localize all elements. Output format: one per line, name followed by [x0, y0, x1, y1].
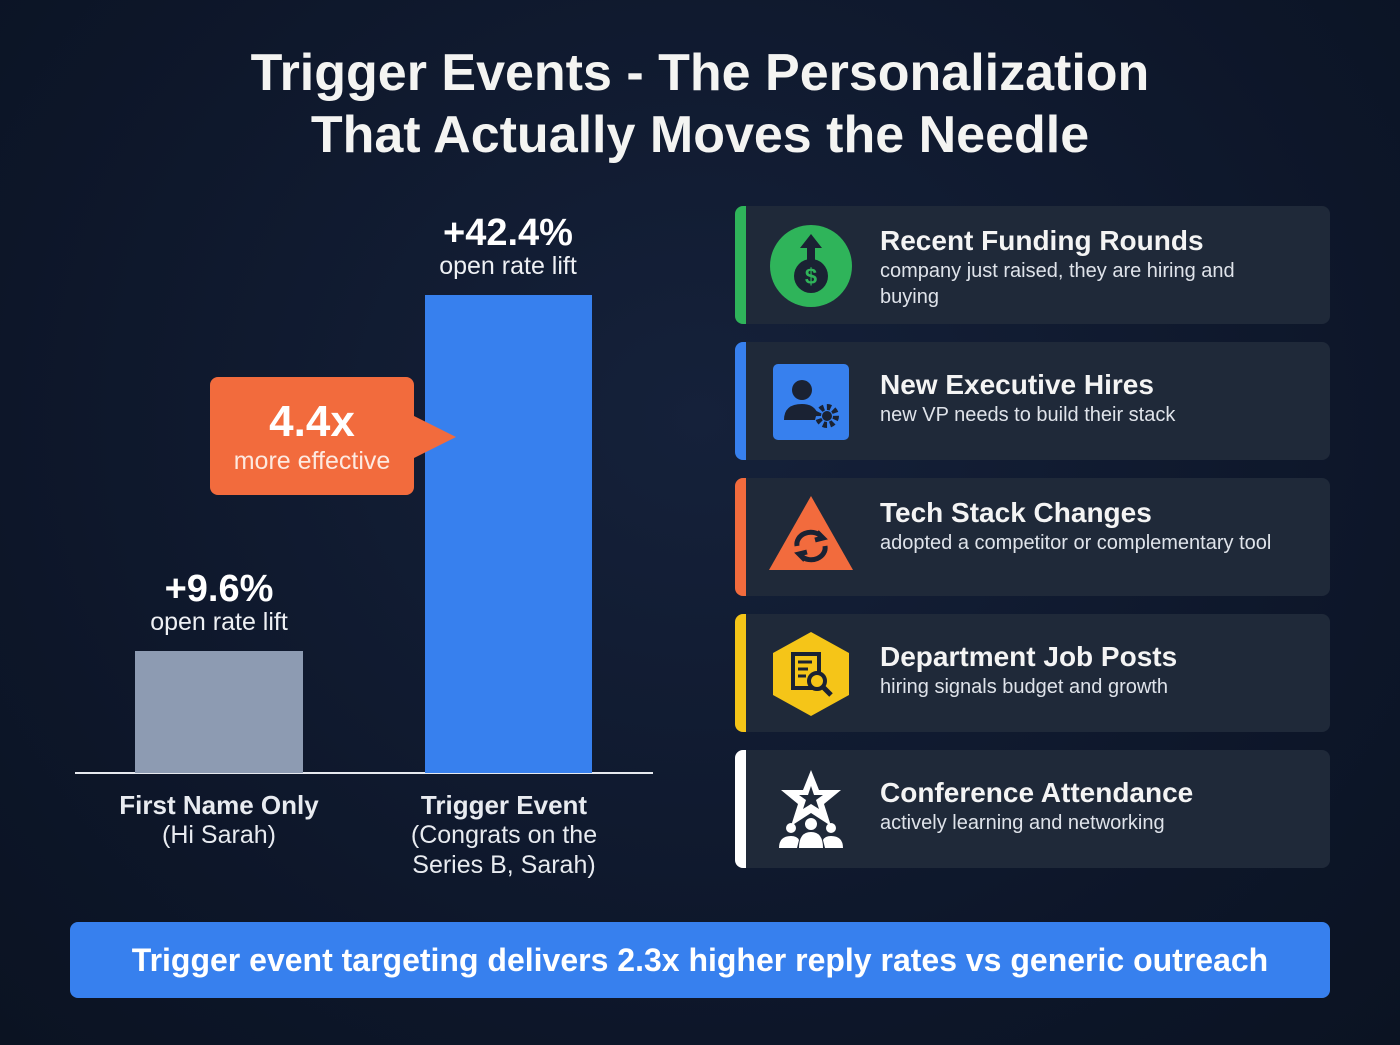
document-search-icon — [769, 632, 853, 716]
data-label-first-name: +9.6% — [164, 568, 274, 610]
callout-value: 4.4x — [269, 397, 355, 446]
card-accent-stripe — [735, 614, 746, 732]
category-subtitle: Series B, Sarah) — [412, 851, 596, 879]
bar-first-name-only — [135, 651, 303, 773]
data-label-trigger-event: +42.4% — [443, 212, 573, 254]
page-title: Trigger Events - The Personalization Tha… — [0, 42, 1400, 166]
card-description: actively learning and networking — [880, 812, 1165, 834]
card-description: adopted a competitor or complementary to… — [880, 532, 1272, 554]
trigger-card: Conference Attendance actively learning … — [735, 750, 1330, 868]
category-label-trigger-event: Trigger Event (Congrats on the Series B,… — [364, 790, 644, 880]
card-title: Conference Attendance — [880, 777, 1194, 808]
trigger-card: Tech Stack Changes adopted a competitor … — [735, 478, 1330, 596]
data-sublabel-trigger-event: open rate lift — [439, 252, 577, 280]
category-title: First Name Only — [119, 790, 319, 820]
card-accent-stripe — [735, 478, 746, 596]
category-label-first-name: First Name Only (Hi Sarah) — [79, 790, 359, 850]
category-subtitle: (Congrats on the — [410, 821, 598, 849]
bar-trigger-event — [425, 295, 592, 773]
category-subtitle: (Hi Sarah) — [162, 821, 276, 849]
star-audience-icon — [769, 768, 853, 852]
category-title: Trigger Event — [420, 790, 588, 820]
data-sublabel-first-name: open rate lift — [150, 608, 288, 636]
user-gear-icon — [769, 360, 853, 444]
svg-text:$: $ — [805, 264, 817, 289]
trigger-card: $ Recent Funding Rounds company just rai… — [735, 206, 1330, 324]
card-accent-stripe — [735, 342, 746, 460]
baseline — [75, 772, 653, 774]
title-line-2: That Actually Moves the Needle — [310, 106, 1090, 164]
trigger-card: Department Job Posts hiring signals budg… — [735, 614, 1330, 732]
card-title: Department Job Posts — [880, 641, 1178, 672]
callout-text: more effective — [233, 447, 391, 475]
summary-banner: Trigger event targeting delivers 2.3x hi… — [70, 922, 1330, 998]
card-title: Tech Stack Changes — [880, 497, 1152, 528]
card-title: Recent Funding Rounds — [880, 225, 1204, 256]
money-bag-up-arrow-icon: $ — [769, 224, 853, 308]
card-title: New Executive Hires — [880, 369, 1154, 400]
card-accent-stripe — [735, 750, 746, 868]
card-description: company just raised, they are hiring and… — [880, 260, 1235, 308]
title-line-1: Trigger Events - The Personalization — [250, 44, 1150, 102]
card-description: hiring signals budget and growth — [880, 676, 1168, 698]
card-description: new VP needs to build their stack — [880, 404, 1176, 426]
swap-arrows-triangle-icon — [769, 496, 853, 580]
effectiveness-callout: 4.4x more effective — [210, 377, 456, 495]
card-accent-stripe — [735, 206, 746, 324]
trigger-card: New Executive Hires new VP needs to buil… — [735, 342, 1330, 460]
